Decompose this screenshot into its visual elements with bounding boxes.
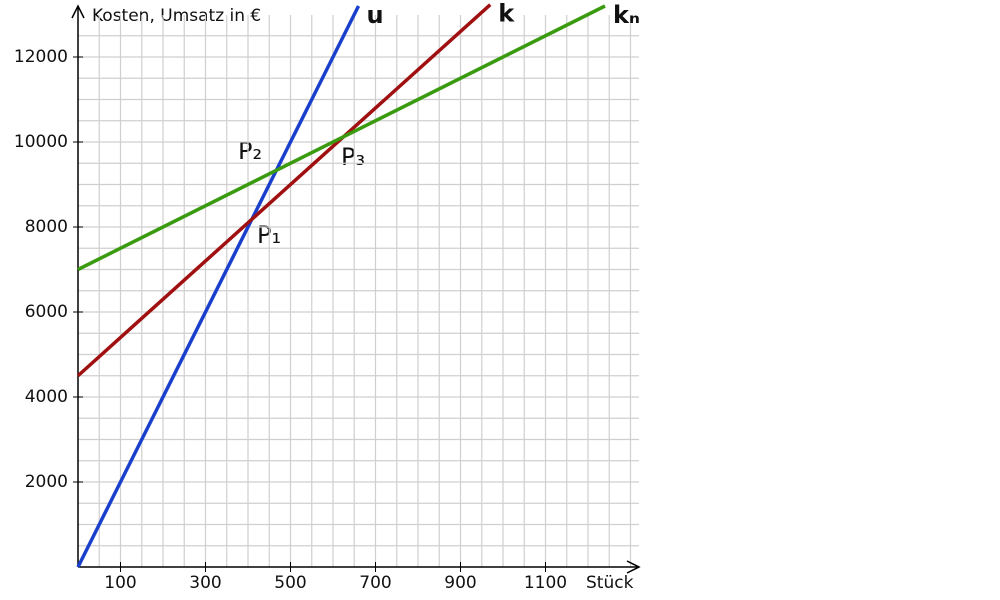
series-line bbox=[77, 4, 606, 272]
x-tick-label: 900 bbox=[444, 573, 476, 593]
annotation: P₂ bbox=[238, 137, 262, 165]
annotation: P₃ bbox=[341, 143, 365, 171]
y-tick-label: 10000 bbox=[14, 132, 68, 152]
x-axis-arrow bbox=[626, 560, 641, 574]
series-label: u bbox=[367, 1, 384, 29]
y-axis-arrow bbox=[71, 4, 85, 19]
y-tick-label: 6000 bbox=[25, 302, 68, 322]
x-tick-label: 500 bbox=[274, 573, 306, 593]
x-tick-label: 100 bbox=[104, 573, 136, 593]
x-axis-label: Stück bbox=[586, 573, 634, 593]
series-line bbox=[76, 3, 492, 378]
x-tick-label: 300 bbox=[189, 573, 221, 593]
y-axis-label: Kosten, Umsatz in € bbox=[92, 6, 261, 26]
y-tick-label: 12000 bbox=[14, 47, 68, 67]
x-tick-label: 1100 bbox=[524, 573, 567, 593]
series-label: k bbox=[498, 0, 515, 28]
y-tick-label: 2000 bbox=[25, 472, 68, 492]
y-tick-label: 8000 bbox=[25, 217, 68, 237]
x-tick-label: 700 bbox=[359, 573, 391, 593]
series-line bbox=[76, 5, 361, 568]
y-tick-label: 4000 bbox=[25, 387, 68, 407]
series-label: kₙ bbox=[613, 1, 640, 29]
